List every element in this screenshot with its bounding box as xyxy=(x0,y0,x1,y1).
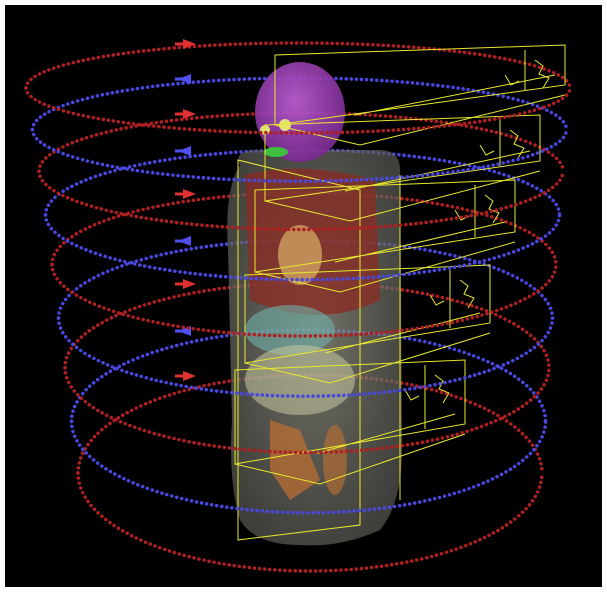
eye xyxy=(279,119,291,131)
head xyxy=(255,62,345,162)
detector-box xyxy=(274,44,566,146)
ring-back xyxy=(24,41,572,90)
direction-arrow xyxy=(183,371,196,381)
ring-front xyxy=(76,471,544,573)
ring-back xyxy=(37,111,565,173)
ring-front xyxy=(69,419,548,515)
arrow-tail xyxy=(175,374,187,378)
detector-detail xyxy=(404,374,450,404)
direction-arrow xyxy=(183,39,196,49)
arrow-tail xyxy=(175,77,187,81)
ring-front xyxy=(43,213,562,282)
muscle xyxy=(323,425,347,495)
ring-front xyxy=(63,366,551,455)
rings-front xyxy=(24,86,572,573)
pelvis xyxy=(270,420,320,500)
detector-box xyxy=(244,264,491,384)
detector-box xyxy=(264,114,541,222)
direction-arrow xyxy=(183,279,196,289)
arrow-tail xyxy=(175,329,187,333)
direction-arrow xyxy=(183,189,196,199)
ring-front xyxy=(37,169,565,232)
detector-box xyxy=(254,179,516,293)
heart xyxy=(278,225,322,285)
ring-front xyxy=(24,86,572,135)
intestine xyxy=(245,345,355,415)
arrow-tail xyxy=(175,42,187,46)
detector-detail xyxy=(504,59,550,89)
ring-front xyxy=(30,127,569,183)
direction-arrow xyxy=(183,109,196,119)
detector-box xyxy=(234,359,466,485)
phantom xyxy=(227,62,403,546)
arrow-tail xyxy=(175,239,187,243)
detector-boxes xyxy=(234,44,566,541)
arrow-tail xyxy=(175,112,187,116)
arrow-tail xyxy=(175,149,187,153)
ring-front xyxy=(50,262,558,338)
thyroid xyxy=(264,147,288,157)
arrow-tail xyxy=(175,192,187,196)
arrow-tail xyxy=(175,282,187,286)
liver xyxy=(245,305,335,355)
detector-detail xyxy=(479,129,525,159)
detector-detail xyxy=(429,279,475,309)
